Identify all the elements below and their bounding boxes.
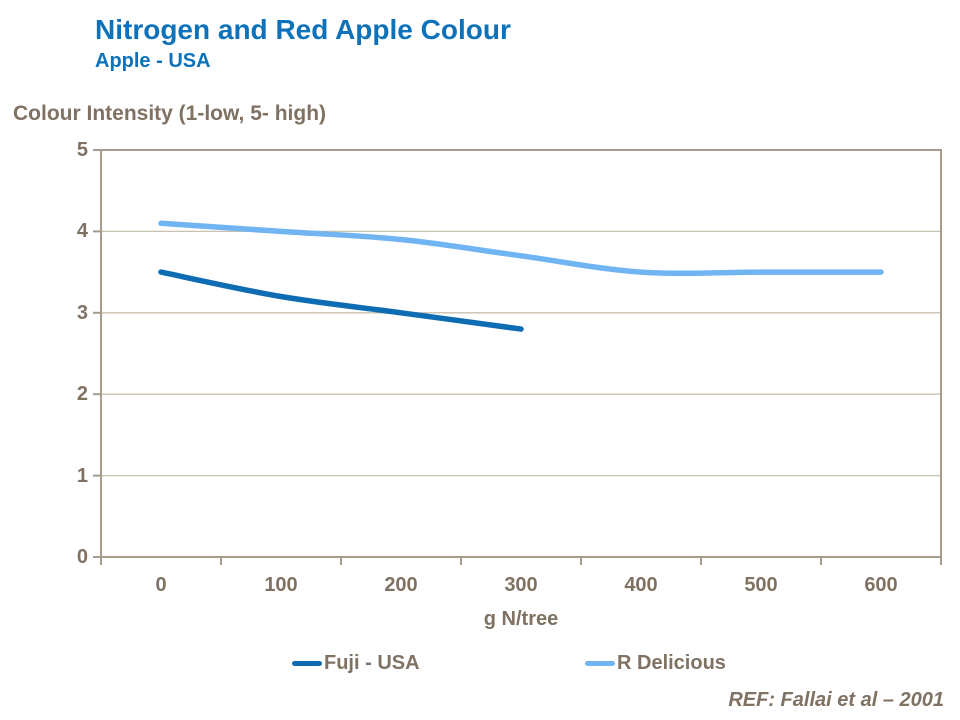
x-tick-label-400: 400 bbox=[624, 574, 658, 596]
y-tick-label-3: 3 bbox=[76, 301, 88, 324]
page-title: Nitrogen and Red Apple Colour bbox=[95, 14, 511, 45]
x-tick-label-200: 200 bbox=[384, 574, 418, 596]
plot-frame bbox=[100, 149, 942, 558]
reference-citation: REF: Fallai et al – 2001 bbox=[728, 689, 944, 711]
y-tick-label-2: 2 bbox=[76, 383, 88, 406]
legend-item-r-delicious: R Delicious bbox=[585, 650, 726, 676]
series-line-0 bbox=[158, 269, 524, 332]
legend-line-swatch-r-delicious bbox=[585, 660, 615, 666]
legend-label-fuji-usa: Fuji - USA bbox=[324, 651, 420, 674]
x-tick-label-100: 100 bbox=[264, 574, 298, 596]
page-subtitle: Apple - USA bbox=[95, 50, 211, 72]
legend-line-swatch-fuji-usa bbox=[292, 660, 322, 666]
y-tick-label-0: 0 bbox=[76, 546, 88, 568]
series-line-1 bbox=[158, 220, 884, 277]
x-tick-label-600: 600 bbox=[864, 574, 898, 596]
y-tick-label-1: 1 bbox=[76, 464, 88, 487]
y-tick-label-5: 5 bbox=[76, 139, 88, 161]
x-axis-title: g N/tree bbox=[483, 608, 559, 630]
legend-item-fuji-usa: Fuji - USA bbox=[292, 650, 420, 676]
y-tick-label-4: 4 bbox=[76, 220, 88, 243]
x-tick-label-300: 300 bbox=[504, 574, 538, 596]
x-tick-label-500: 500 bbox=[744, 574, 778, 596]
y-axis-title: Colour Intensity (1-low, 5- high) bbox=[13, 102, 327, 125]
legend: Fuji - USA R Delicious bbox=[0, 650, 960, 676]
legend-label-r-delicious: R Delicious bbox=[617, 651, 726, 674]
x-tick-label-0: 0 bbox=[155, 574, 167, 596]
